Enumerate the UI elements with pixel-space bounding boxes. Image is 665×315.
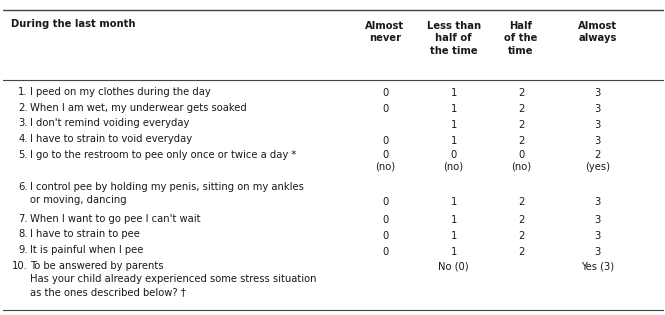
Text: 0: 0 <box>382 135 388 146</box>
Text: 1: 1 <box>450 104 457 114</box>
Text: 10.: 10. <box>12 261 28 271</box>
Text: 1: 1 <box>450 120 457 130</box>
Text: 1: 1 <box>450 215 457 225</box>
Text: No (0): No (0) <box>438 261 469 271</box>
Text: 6.: 6. <box>18 182 28 192</box>
Text: 1.: 1. <box>18 87 28 97</box>
Text: 2: 2 <box>518 247 524 257</box>
Text: (yes): (yes) <box>585 162 610 172</box>
Text: 0: 0 <box>382 215 388 225</box>
Text: 2: 2 <box>518 120 524 130</box>
Text: 2: 2 <box>518 135 524 146</box>
Text: (no): (no) <box>375 162 395 172</box>
Text: 7.: 7. <box>18 214 28 224</box>
Text: I have to strain to void everyday: I have to strain to void everyday <box>30 134 192 144</box>
Text: 0: 0 <box>382 88 388 98</box>
Text: 5.: 5. <box>18 150 28 160</box>
Text: 0: 0 <box>382 231 388 241</box>
Text: When I am wet, my underwear gets soaked: When I am wet, my underwear gets soaked <box>30 102 247 112</box>
Text: 3: 3 <box>595 215 600 225</box>
Text: I have to strain to pee: I have to strain to pee <box>30 229 140 239</box>
Text: 3: 3 <box>595 231 600 241</box>
Text: 3: 3 <box>595 135 600 146</box>
Text: 2: 2 <box>595 150 600 160</box>
Text: I peed on my clothes during the day: I peed on my clothes during the day <box>30 87 211 97</box>
Text: During the last month: During the last month <box>11 20 136 29</box>
Text: 1: 1 <box>450 197 457 207</box>
Text: 2: 2 <box>518 88 524 98</box>
Text: 1: 1 <box>450 135 457 146</box>
Text: I go to the restroom to pee only once or twice a day *: I go to the restroom to pee only once or… <box>30 150 296 160</box>
Text: Almost
always: Almost always <box>578 21 617 43</box>
Text: (no): (no) <box>444 162 464 172</box>
Text: 2.: 2. <box>18 102 28 112</box>
Text: 2: 2 <box>518 231 524 241</box>
Text: (no): (no) <box>511 162 531 172</box>
Text: Half
of the
time: Half of the time <box>504 21 538 56</box>
Text: 8.: 8. <box>18 229 28 239</box>
Text: 2: 2 <box>518 215 524 225</box>
Text: 3: 3 <box>595 120 600 130</box>
Text: 2: 2 <box>518 104 524 114</box>
Text: 3: 3 <box>595 104 600 114</box>
Text: 2: 2 <box>518 197 524 207</box>
Text: 1: 1 <box>450 231 457 241</box>
Text: Less than
half of
the time: Less than half of the time <box>427 21 481 56</box>
Text: I control pee by holding my penis, sitting on my ankles
or moving, dancing: I control pee by holding my penis, sitti… <box>30 182 304 205</box>
Text: Almost
never: Almost never <box>366 21 404 43</box>
Text: 1: 1 <box>450 88 457 98</box>
Text: 0: 0 <box>382 104 388 114</box>
Text: 0: 0 <box>382 247 388 257</box>
Text: 0: 0 <box>518 150 524 160</box>
Text: 0: 0 <box>382 150 388 160</box>
Text: It is painful when I pee: It is painful when I pee <box>30 245 143 255</box>
Text: 4.: 4. <box>18 134 28 144</box>
Text: 3.: 3. <box>18 118 28 129</box>
Text: 1: 1 <box>450 247 457 257</box>
Text: 3: 3 <box>595 247 600 257</box>
Text: 9.: 9. <box>18 245 28 255</box>
Text: 0: 0 <box>382 197 388 207</box>
Text: To be answered by parents
Has your child already experienced some stress situati: To be answered by parents Has your child… <box>30 261 317 297</box>
Text: I don't remind voiding everyday: I don't remind voiding everyday <box>30 118 189 129</box>
Text: When I want to go pee I can't wait: When I want to go pee I can't wait <box>30 214 200 224</box>
Text: 3: 3 <box>595 197 600 207</box>
Text: Yes (3): Yes (3) <box>581 261 614 271</box>
Text: 0: 0 <box>451 150 457 160</box>
Text: 3: 3 <box>595 88 600 98</box>
